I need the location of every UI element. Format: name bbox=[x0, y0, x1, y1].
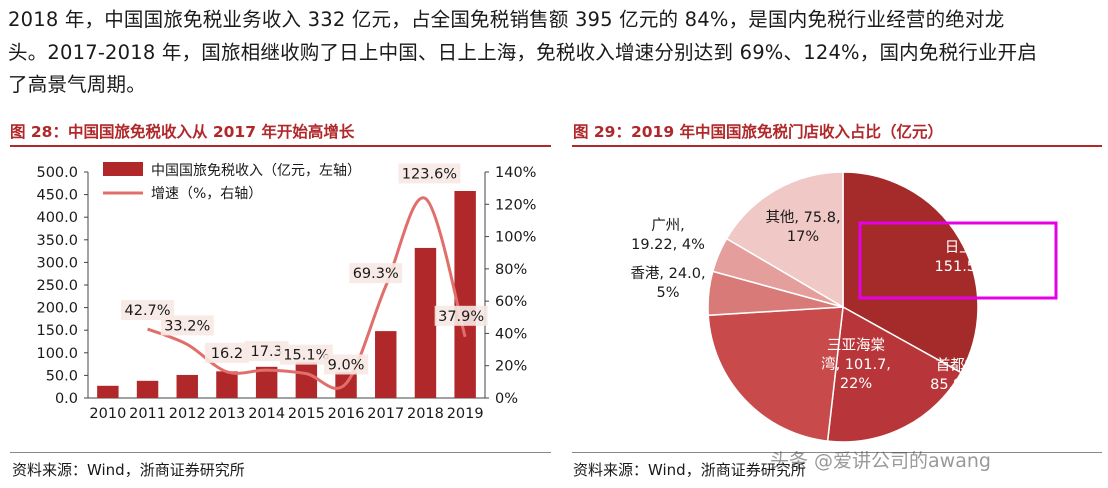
pie-slice-label-line: 三亚海棠 bbox=[827, 337, 885, 354]
body-paragraph: 2018 年，中国国旅免税业务收入 332 亿元，占全国免税销售额 395 亿元… bbox=[8, 4, 1103, 102]
figure-28-source: 资料来源：Wind，浙商证券研究所 bbox=[12, 461, 245, 479]
left-y-tick-label: 0.0 bbox=[55, 391, 78, 407]
growth-data-label: 17.3 bbox=[251, 344, 283, 360]
growth-data-label-box bbox=[349, 263, 403, 284]
revenue-bar bbox=[375, 331, 397, 398]
pie-slice-label: 首都机场, 85.9, 19% bbox=[930, 357, 1004, 393]
legend-bar-label: 中国国旅免税收入（亿元，左轴） bbox=[151, 163, 361, 179]
pie-slice-label-line: 22% bbox=[840, 376, 872, 392]
pie-slice-label-line: 5% bbox=[656, 285, 679, 301]
pie-slice-label-line: 85.9, 19% bbox=[930, 377, 1004, 393]
x-tick-label: 2016 bbox=[328, 406, 365, 422]
pie-slice-label-line: 广州, bbox=[651, 217, 685, 234]
revenue-bar bbox=[255, 366, 278, 398]
revenue-bar bbox=[454, 190, 476, 398]
left-y-tick-label: 350.0 bbox=[36, 233, 78, 249]
x-tick-label: 2010 bbox=[89, 406, 126, 422]
right-y-tick-label: 40% bbox=[495, 326, 527, 342]
right-y-tick-label: 80% bbox=[495, 262, 527, 278]
paragraph-line-2: 头。2017-2018 年，国旅相继收购了日上中国、日上上海，免税收入增速分别达… bbox=[8, 40, 1038, 64]
figure-29-source: 资料来源：Wind，浙商证券研究所 bbox=[573, 461, 806, 479]
right-y-tick-label: 140% bbox=[495, 165, 536, 181]
growth-data-label: 37.9% bbox=[438, 309, 484, 325]
revenue-growth-combo-chart: 0.0 50.0 100.0 150.0 200.0 250.0 300.0 350.0 400… bbox=[36, 162, 536, 422]
pie-slice-label-line: 首都机场, bbox=[936, 357, 999, 374]
x-tick-label: 2014 bbox=[248, 406, 285, 422]
growth-data-label: 33.2% bbox=[164, 318, 210, 334]
figure-29-title: 图 29：2019 年中国国旅免税门店收入占比（亿元） bbox=[573, 123, 944, 141]
right-y-tick-label: 120% bbox=[495, 197, 536, 213]
pie-slice bbox=[725, 171, 844, 309]
revenue-bar bbox=[136, 380, 159, 398]
pie-slice-label-line: 湾, 101.7, bbox=[821, 356, 891, 373]
growth-data-label-box bbox=[398, 163, 461, 184]
figure-29-bottom-rule bbox=[572, 452, 1102, 453]
pie-slice-label-line: 日上上海, bbox=[945, 239, 1008, 256]
revenue-bar bbox=[97, 385, 119, 398]
pie-slice-label-line: 17% bbox=[787, 229, 819, 245]
pie-slice bbox=[826, 305, 963, 443]
left-y-tick-label: 100.0 bbox=[36, 346, 78, 362]
x-tick-label: 2018 bbox=[407, 406, 444, 422]
revenue-bar bbox=[295, 362, 318, 398]
growth-data-label-box bbox=[204, 342, 249, 363]
x-tick-label: 2013 bbox=[208, 406, 245, 422]
pie-slice-label: 香港, 24.0, 5% bbox=[630, 265, 705, 301]
growth-data-label: 16.2 bbox=[211, 346, 243, 362]
revenue-bar bbox=[176, 374, 198, 398]
left-y-tick-label: 300.0 bbox=[36, 255, 78, 271]
pie-slice-label-line: 其他, 75.8, bbox=[765, 209, 840, 226]
pie-slice-label: 日上上海, 151.5, 33% bbox=[935, 239, 1018, 275]
pie-slice-label-line: 19.22, 4% bbox=[631, 237, 705, 253]
pie-slice-label-line: 香港, 24.0, bbox=[630, 265, 705, 282]
x-tick-label: 2011 bbox=[129, 406, 166, 422]
right-y-tick-label: 100% bbox=[495, 230, 536, 246]
x-tick-label: 2012 bbox=[169, 406, 206, 422]
pie-slice-label: 其他, 75.8, 17% bbox=[765, 209, 840, 245]
revenue-bar bbox=[414, 247, 437, 398]
left-y-tick-label: 400.0 bbox=[36, 210, 78, 226]
x-tick-label: 2019 bbox=[447, 406, 484, 422]
growth-data-label-box bbox=[279, 344, 333, 365]
left-y-tick-label: 250.0 bbox=[36, 278, 78, 294]
figure-28-title: 图 28：中国国旅免税收入从 2017 年开始高增长 bbox=[10, 123, 355, 141]
right-y-tick-label: 60% bbox=[495, 294, 527, 310]
left-y-tick-label: 150.0 bbox=[36, 323, 78, 339]
revenue-bar bbox=[216, 371, 238, 398]
pie-slice-label: 三亚海棠湾, 101.7, 22% bbox=[821, 337, 891, 392]
watermark: 头条 @爱讲公司的awang bbox=[770, 450, 991, 472]
left-y-tick-label: 200.0 bbox=[36, 301, 78, 317]
legend-bar-swatch bbox=[103, 162, 143, 176]
growth-data-label-box bbox=[244, 341, 289, 362]
figure-28-bottom-rule bbox=[10, 452, 551, 453]
growth-data-label-box bbox=[324, 354, 369, 375]
growth-data-label-box bbox=[121, 300, 175, 321]
pie-slice bbox=[707, 306, 844, 442]
left-y-tick-label: 450.0 bbox=[36, 188, 78, 204]
right-y-tick-label: 20% bbox=[495, 359, 527, 375]
pie-slice-label: 广州, 19.22, 4% bbox=[631, 217, 705, 253]
store-revenue-pie-chart: 日上上海, 151.5, 33% 首都机场, 85.9, 19% 三亚海棠湾, 101.… bbox=[630, 171, 1058, 443]
figure-28-top-rule bbox=[10, 145, 551, 147]
pie-slice-label-line: 151.5, 33% bbox=[935, 259, 1018, 275]
growth-data-label: 42.7% bbox=[125, 303, 171, 319]
x-tick-label: 2015 bbox=[288, 406, 325, 422]
growth-data-label: 9.0% bbox=[328, 357, 365, 373]
x-tick-label: 2017 bbox=[367, 406, 404, 422]
growth-data-label: 69.3% bbox=[353, 266, 399, 282]
legend-line-label: 增速（%，右轴） bbox=[151, 186, 262, 202]
left-y-tick-label: 500.0 bbox=[36, 165, 78, 181]
highlight-box bbox=[858, 221, 1058, 300]
paragraph-line-1: 2018 年，中国国旅免税业务收入 332 亿元，占全国免税销售额 395 亿元… bbox=[8, 8, 1005, 31]
left-y-tick-label: 50.0 bbox=[46, 368, 78, 384]
paragraph-line-3: 了高景气周期。 bbox=[8, 73, 146, 96]
growth-data-label-box bbox=[434, 305, 488, 326]
growth-data-label: 15.1% bbox=[283, 348, 329, 364]
figure-29-top-rule bbox=[572, 145, 1102, 147]
growth-data-label-box bbox=[160, 315, 214, 336]
right-y-tick-label: 0% bbox=[495, 391, 518, 407]
growth-data-label: 123.6% bbox=[402, 166, 457, 182]
